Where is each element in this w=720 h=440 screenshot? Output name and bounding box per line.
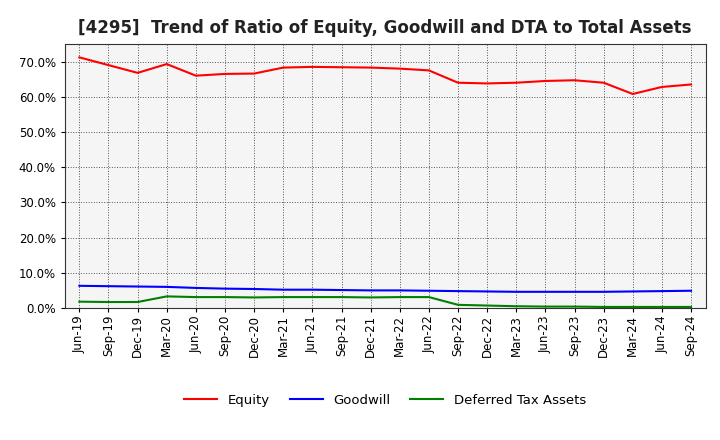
Goodwill	[250, 286, 258, 292]
Deferred Tax Assets	[657, 304, 666, 310]
Equity	[308, 64, 317, 70]
Goodwill	[599, 289, 608, 294]
Equity	[133, 70, 142, 76]
Equity	[279, 65, 287, 70]
Goodwill	[279, 287, 287, 292]
Goodwill	[104, 283, 113, 289]
Equity	[366, 65, 375, 70]
Equity	[657, 84, 666, 90]
Equity	[570, 77, 579, 83]
Equity	[75, 55, 84, 60]
Equity	[687, 82, 696, 87]
Equity	[541, 78, 550, 84]
Deferred Tax Assets	[308, 294, 317, 300]
Deferred Tax Assets	[599, 304, 608, 310]
Equity	[192, 73, 200, 78]
Goodwill	[454, 289, 462, 294]
Goodwill	[220, 286, 229, 291]
Deferred Tax Assets	[454, 302, 462, 308]
Legend: Equity, Goodwill, Deferred Tax Assets: Equity, Goodwill, Deferred Tax Assets	[179, 389, 591, 412]
Line: Goodwill: Goodwill	[79, 286, 691, 292]
Goodwill	[192, 285, 200, 290]
Equity	[425, 68, 433, 73]
Deferred Tax Assets	[133, 299, 142, 304]
Deferred Tax Assets	[483, 303, 492, 308]
Goodwill	[366, 288, 375, 293]
Goodwill	[657, 289, 666, 294]
Equity	[599, 80, 608, 85]
Equity	[629, 92, 637, 97]
Deferred Tax Assets	[250, 295, 258, 300]
Equity	[512, 80, 521, 85]
Goodwill	[308, 287, 317, 292]
Goodwill	[541, 289, 550, 294]
Goodwill	[133, 284, 142, 289]
Equity	[250, 71, 258, 76]
Deferred Tax Assets	[395, 294, 404, 300]
Deferred Tax Assets	[220, 294, 229, 300]
Deferred Tax Assets	[279, 294, 287, 300]
Equity	[220, 71, 229, 77]
Deferred Tax Assets	[75, 299, 84, 304]
Goodwill	[483, 289, 492, 294]
Deferred Tax Assets	[629, 304, 637, 310]
Goodwill	[337, 287, 346, 293]
Line: Equity: Equity	[79, 57, 691, 94]
Goodwill	[395, 288, 404, 293]
Deferred Tax Assets	[570, 304, 579, 309]
Deferred Tax Assets	[541, 304, 550, 309]
Equity	[104, 62, 113, 68]
Deferred Tax Assets	[512, 304, 521, 309]
Equity	[395, 66, 404, 71]
Equity	[454, 80, 462, 85]
Deferred Tax Assets	[192, 294, 200, 300]
Deferred Tax Assets	[104, 299, 113, 304]
Goodwill	[687, 288, 696, 293]
Line: Deferred Tax Assets: Deferred Tax Assets	[79, 297, 691, 307]
Equity	[163, 62, 171, 67]
Deferred Tax Assets	[163, 294, 171, 299]
Goodwill	[512, 289, 521, 294]
Equity	[337, 65, 346, 70]
Deferred Tax Assets	[425, 294, 433, 300]
Goodwill	[425, 288, 433, 293]
Goodwill	[570, 289, 579, 294]
Goodwill	[75, 283, 84, 289]
Equity	[483, 81, 492, 86]
Goodwill	[629, 289, 637, 294]
Deferred Tax Assets	[337, 294, 346, 300]
Deferred Tax Assets	[687, 304, 696, 310]
Deferred Tax Assets	[366, 295, 375, 300]
Title: [4295]  Trend of Ratio of Equity, Goodwill and DTA to Total Assets: [4295] Trend of Ratio of Equity, Goodwil…	[78, 19, 692, 37]
Goodwill	[163, 284, 171, 290]
